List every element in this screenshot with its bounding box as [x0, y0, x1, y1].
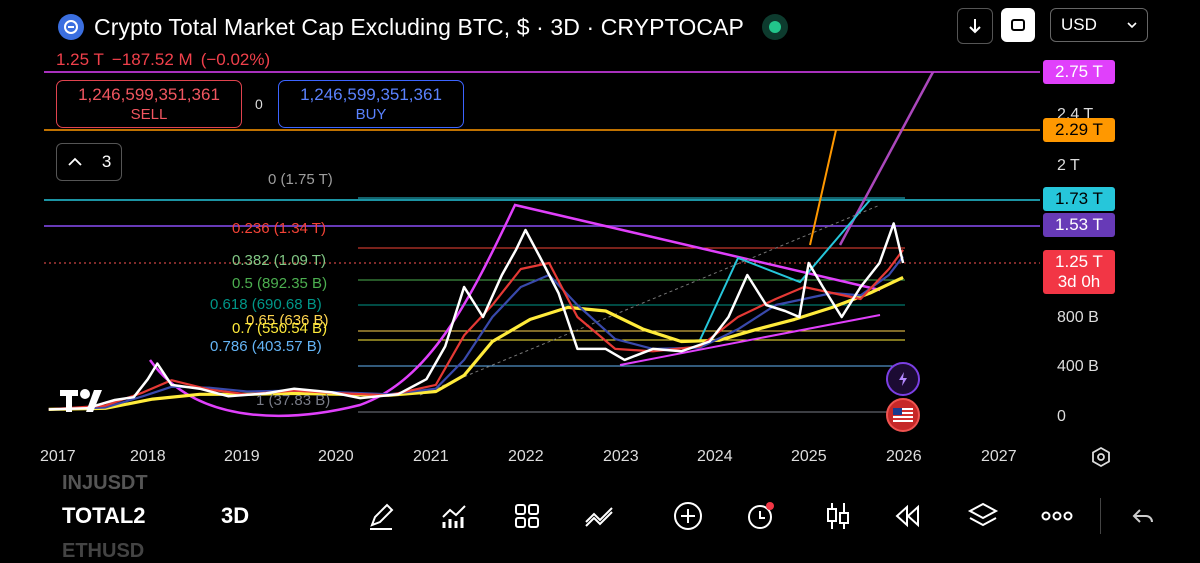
parabolic-curve — [148, 203, 881, 418]
settings-icon[interactable] — [1086, 442, 1116, 472]
x-tick: 2027 — [981, 448, 1017, 465]
price-change-pct: (−0.02%) — [200, 50, 271, 69]
indicators-toggle[interactable]: 3 — [56, 143, 122, 181]
price-badge: 2.29 T — [1043, 118, 1115, 142]
cryptocap-logo — [58, 14, 84, 40]
indicators-count: 3 — [101, 152, 112, 171]
x-tick: 2019 — [224, 448, 260, 465]
x-tick: 2023 — [603, 448, 639, 465]
replay-icon[interactable] — [890, 498, 926, 534]
alert-icon[interactable] — [743, 498, 779, 534]
grid-icon[interactable] — [509, 498, 545, 534]
price-badge: 1.25 T 3d 0h — [1043, 250, 1115, 294]
buy-button[interactable]: 1,246,599,351,361 BUY — [278, 80, 464, 128]
timeframe-button[interactable]: 3D — [221, 503, 250, 528]
series-line-ma-medium — [48, 255, 904, 411]
add-icon[interactable] — [670, 498, 706, 534]
currency-select[interactable]: USD — [1050, 8, 1148, 42]
symbol-next[interactable]: ETHUSD — [62, 540, 145, 562]
pen-icon[interactable] — [363, 498, 399, 534]
layers-icon[interactable] — [965, 498, 1001, 534]
indicators-icon[interactable] — [436, 498, 472, 534]
x-tick: 2018 — [130, 448, 166, 465]
more-icon[interactable] — [1039, 498, 1075, 534]
chevron-down-icon — [1127, 22, 1137, 29]
fib-level-label: 1 (37.83 B) — [256, 392, 331, 409]
x-tick: 2024 — [697, 448, 733, 465]
y-tick: 0 — [1057, 408, 1066, 425]
price-change-line: 1.25 T −187.52 M (−0.02%) — [56, 50, 270, 70]
x-tick: 2022 — [508, 448, 544, 465]
toolbar-divider — [1100, 498, 1101, 534]
trendline — [809, 129, 837, 246]
price-badge: 2.75 T — [1043, 60, 1115, 84]
buy-label: BUY — [355, 106, 387, 123]
spread-value: 0 — [255, 96, 263, 112]
sell-label: SELL — [130, 106, 168, 123]
fib-level-label: 0.5 (892.35 B) — [232, 275, 328, 292]
price-badge: 1.73 T — [1043, 187, 1115, 211]
x-tick: 2026 — [886, 448, 922, 465]
fib-level-label: 0.618 (690.68 B) — [210, 296, 322, 313]
fib-level-label: 0.786 (403.57 B) — [210, 338, 322, 355]
fib-level-label: 0 (1.75 T) — [268, 171, 333, 188]
y-tick: 800 B — [1057, 309, 1099, 326]
chart-title: Crypto Total Market Cap Excluding BTC, $… — [94, 13, 744, 40]
fib-level-label: 0.7 (550.54 B) — [232, 320, 328, 337]
back-icon[interactable] — [1125, 498, 1161, 534]
chevron-up-icon — [67, 157, 82, 166]
currency-value: USD — [1061, 15, 1097, 34]
x-tick: 2020 — [318, 448, 354, 465]
market-open-indicator — [761, 14, 788, 40]
drawn-trendlines — [148, 71, 935, 418]
fib-level-label: 0.236 (1.34 T) — [232, 220, 326, 237]
fib-level-label: 0.382 (1.09 T) — [232, 252, 326, 269]
symbol-current[interactable]: TOTAL2 — [62, 503, 146, 528]
last-price: 1.25 T — [56, 50, 104, 69]
tradingview-logo — [60, 388, 108, 419]
x-tick: 2021 — [413, 448, 449, 465]
trendline — [419, 204, 881, 396]
candles-icon[interactable] — [820, 498, 856, 534]
lightning-icon[interactable] — [886, 362, 920, 396]
chart-header: Crypto Total Market Cap Excluding BTC, $… — [58, 10, 788, 44]
trendline — [699, 199, 871, 341]
trend-icon[interactable] — [582, 498, 618, 534]
symbol-prev[interactable]: INJUSDT — [62, 472, 148, 494]
refresh-icon[interactable] — [1001, 8, 1035, 42]
trendline — [619, 314, 881, 366]
bottom-toolbar — [0, 478, 1200, 554]
fib-level-label: 0.65 (636 B) — [246, 312, 329, 329]
us-flag-icon[interactable] — [886, 398, 920, 432]
sell-price: 1,246,599,351,361 — [78, 85, 220, 104]
arrow-down-icon[interactable] — [957, 8, 993, 44]
x-tick: 2025 — [791, 448, 827, 465]
y-tick: 400 B — [1057, 358, 1099, 375]
price-badge: 1.53 T — [1043, 213, 1115, 237]
buy-price: 1,246,599,351,361 — [300, 85, 442, 104]
sell-button[interactable]: 1,246,599,351,361 SELL — [56, 80, 242, 128]
series-line-price — [48, 222, 905, 411]
y-tick: 2 T — [1057, 157, 1080, 174]
price-change: −187.52 M — [111, 50, 193, 69]
x-tick: 2017 — [40, 448, 76, 465]
